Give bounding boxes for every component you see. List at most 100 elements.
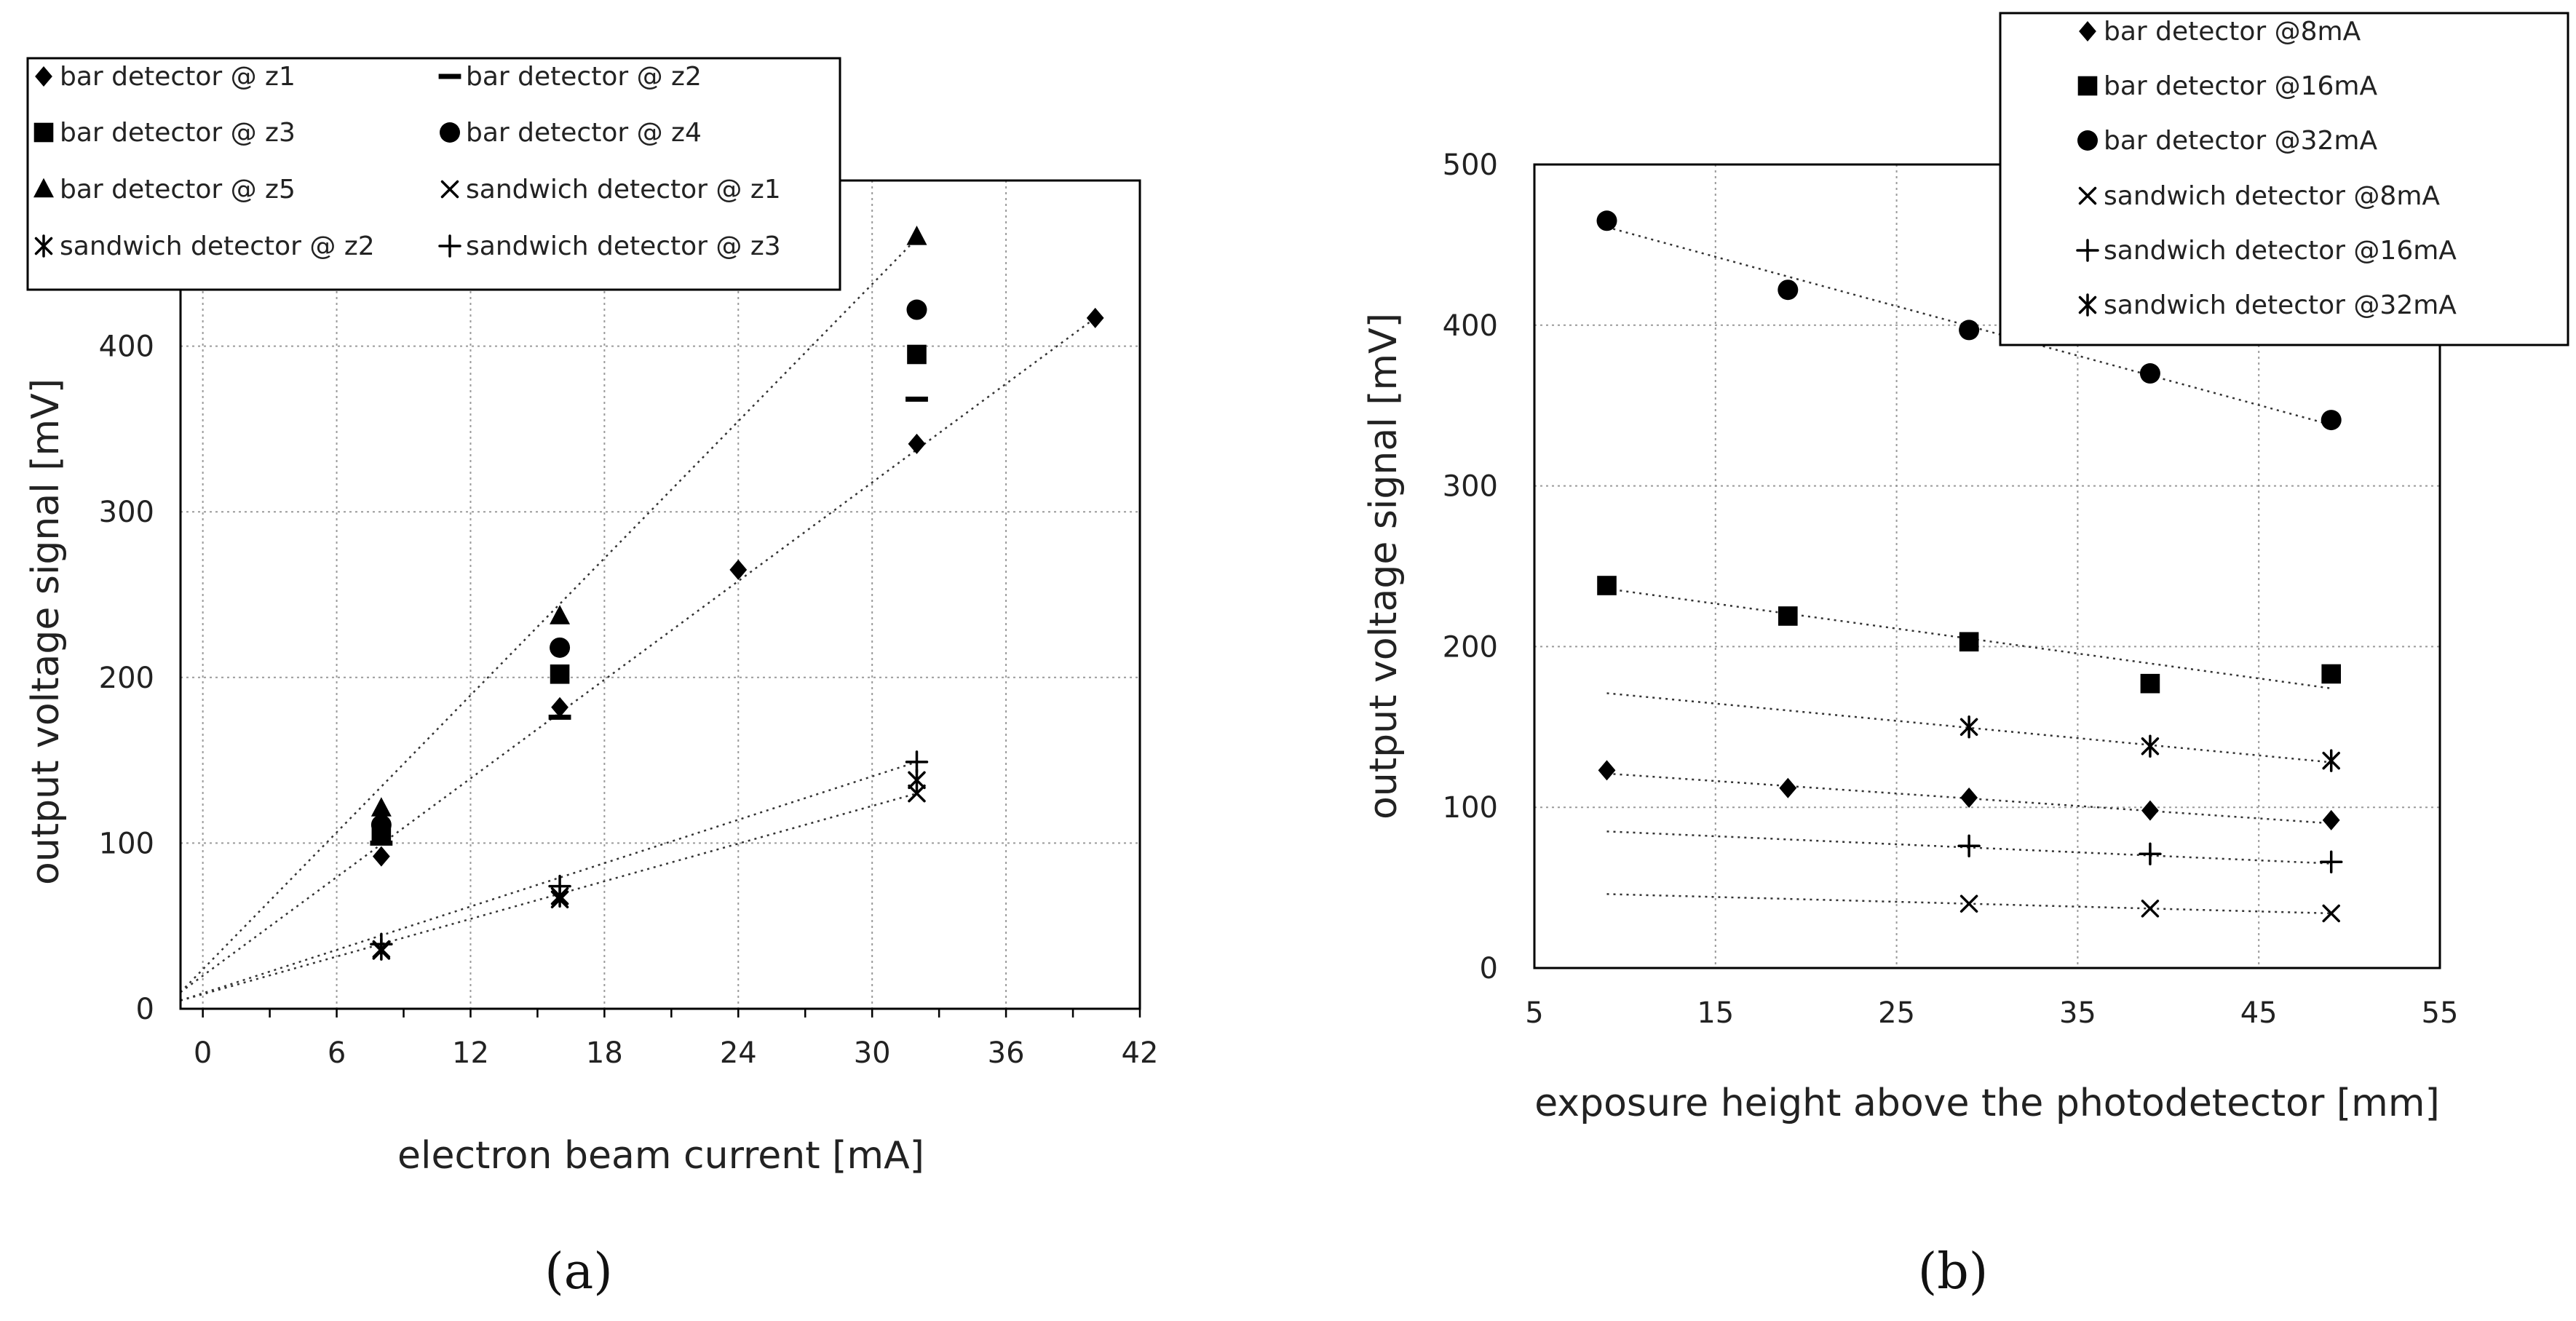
legend-label: sandwich detector @32mA <box>2104 290 2457 320</box>
data-point <box>2141 734 2160 758</box>
series-diamond <box>372 307 1104 867</box>
panel-label: (a) <box>544 1243 613 1301</box>
series-plus <box>1957 834 2343 874</box>
data-point <box>2319 850 2343 874</box>
x-tick-label: 6 <box>328 1036 346 1070</box>
y-axis-title: output voltage signal [mV] <box>24 378 68 885</box>
y-tick-label: 0 <box>136 993 154 1026</box>
data-point <box>1960 787 1978 808</box>
legend-marker <box>2078 186 2097 205</box>
legend-label: bar detector @32mA <box>2104 126 2377 156</box>
data-point <box>905 396 928 402</box>
legend-box <box>1999 12 2569 346</box>
data-point <box>370 932 393 956</box>
plot-area <box>181 181 1140 1009</box>
x-tick-label: 24 <box>720 1036 757 1070</box>
legend-marker <box>2077 76 2098 96</box>
data-point <box>1959 632 1979 652</box>
legend-item: bar detector @16mA <box>2077 71 2377 101</box>
data-point <box>370 814 392 836</box>
x-tick-label: 25 <box>1878 996 1915 1030</box>
data-point <box>1959 715 1978 739</box>
data-point <box>551 697 568 718</box>
chart-a: 0 6 12 18 24 30 36 42 0 100 200 300 400 electron beam… <box>24 57 1158 1301</box>
data-point <box>1596 210 1617 231</box>
data-point <box>550 664 570 684</box>
x-tick-label: 12 <box>452 1036 489 1070</box>
legend-item: sandwich detector @16mA <box>2076 236 2457 266</box>
data-point <box>1959 894 1978 913</box>
data-point <box>1086 307 1104 328</box>
legend-marker <box>2078 293 2097 317</box>
legend-label: bar detector @ z4 <box>466 118 702 148</box>
y-tick-label: 100 <box>99 827 154 860</box>
data-point <box>1778 606 1798 626</box>
legend-label: sandwich detector @ z3 <box>466 231 781 261</box>
y-axis-title: output voltage signal [mV] <box>1362 313 1406 820</box>
legend-item: sandwich detector @ z2 <box>34 231 375 261</box>
data-point <box>2140 673 2160 694</box>
legend-marker <box>438 74 461 79</box>
data-point <box>1779 777 1797 798</box>
legend-item: sandwich detector @32mA <box>2078 290 2457 320</box>
trend-line <box>1606 830 2331 865</box>
series-triangle <box>370 225 927 817</box>
x-tick-label: 5 <box>1525 996 1543 1030</box>
legend-box <box>26 57 841 291</box>
legend-marker <box>33 178 54 198</box>
x-tick-label: 36 <box>988 1036 1025 1070</box>
data-point <box>908 433 926 454</box>
legend-label: sandwich detector @ z2 <box>60 231 375 261</box>
y-tick-label: 200 <box>99 662 154 695</box>
x-tick-label: 0 <box>194 1036 212 1070</box>
legend-marker <box>35 66 52 87</box>
x-tick-label: 15 <box>1697 996 1734 1030</box>
data-point <box>2322 904 2340 923</box>
series-circle <box>370 299 927 836</box>
panel-label: (b) <box>1918 1243 1989 1301</box>
x-tick-label: 55 <box>2422 996 2459 1030</box>
x-axis-title: electron beam current [mA] <box>397 1134 924 1178</box>
legend-label: bar detector @ z3 <box>60 118 296 148</box>
data-point <box>1778 279 1799 301</box>
trend-line <box>180 792 917 1001</box>
data-point <box>1957 834 1981 857</box>
data-point <box>906 225 927 245</box>
series-x <box>1959 894 2340 923</box>
data-point <box>1598 760 1616 781</box>
legend-item: sandwich detector @ z1 <box>440 175 781 205</box>
data-point <box>550 605 571 624</box>
legend-item: sandwich detector @8mA <box>2078 181 2440 211</box>
legend-marker <box>2079 21 2096 41</box>
y-tick-label: 400 <box>99 330 154 364</box>
legend-label: bar detector @8mA <box>2104 17 2361 47</box>
x-tick-label: 30 <box>854 1036 891 1070</box>
data-point <box>2322 749 2340 772</box>
data-point <box>1597 576 1617 595</box>
y-tick-label: 400 <box>1443 309 1498 343</box>
data-point <box>907 344 927 365</box>
legend-label: sandwich detector @8mA <box>2104 181 2440 211</box>
x-axis-title: exposure height above the photodetector … <box>1534 1082 2440 1125</box>
series-asterisk <box>1959 715 2340 772</box>
chart-b: 5 15 25 35 45 55 0 100 200 300 400 500 exposure heig… <box>1362 12 2569 1301</box>
trend-line <box>180 237 918 993</box>
x-tick-label: 35 <box>2059 996 2096 1030</box>
legend-item: bar detector @ z4 <box>440 118 702 148</box>
series-square <box>1597 576 2342 694</box>
data-point <box>372 846 390 867</box>
data-point <box>548 874 571 898</box>
legend-marker <box>2076 239 2099 262</box>
legend-item: bar detector @ z3 <box>33 118 296 148</box>
series-circle <box>1596 210 2342 431</box>
legend-label: bar detector @ z5 <box>60 175 296 205</box>
legend: bar detector @ z1 bar detector @ z2 bar de… <box>26 57 841 291</box>
legend-label: bar detector @ z2 <box>466 62 702 92</box>
legend-label: sandwich detector @16mA <box>2104 236 2457 266</box>
legend-item: bar detector @8mA <box>2079 17 2361 47</box>
trend-line <box>180 761 917 1001</box>
y-tick-label: 300 <box>99 496 154 529</box>
x-tick-label: 45 <box>2240 996 2278 1030</box>
series-plus <box>370 750 929 956</box>
legend: bar detector @8mA bar detector @16mA bar d… <box>1999 12 2569 346</box>
